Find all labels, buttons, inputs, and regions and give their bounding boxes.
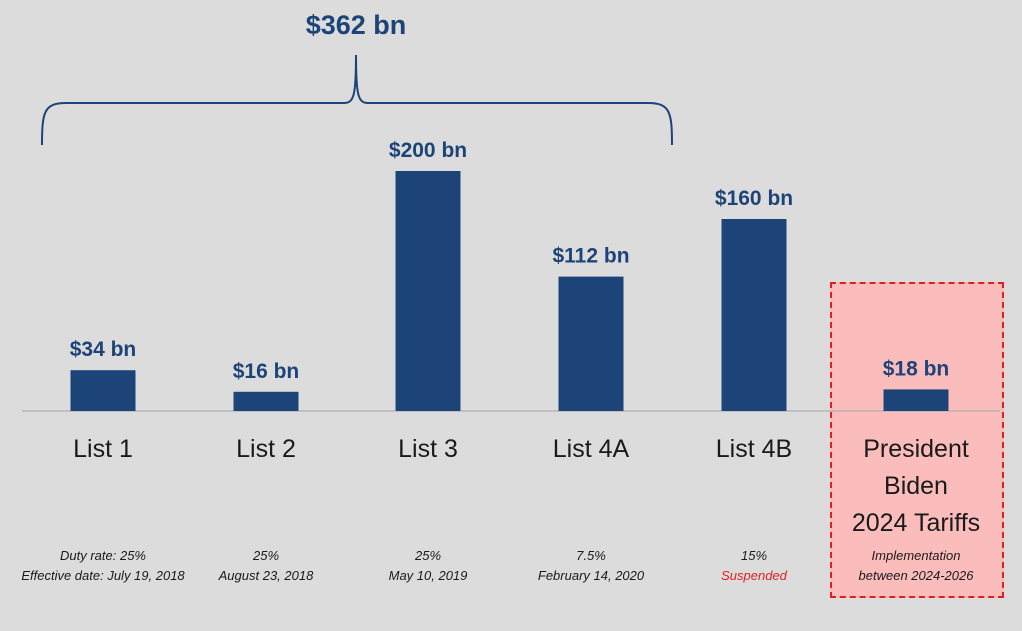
note-5-line-2: Suspended [721, 568, 788, 583]
category-label-6-line-1: President [863, 435, 969, 463]
note-6-line-2: between 2024-2026 [859, 568, 975, 583]
value-label-3: $200 bn [389, 139, 467, 162]
bar-4 [558, 276, 624, 411]
total-label: $362 bn [306, 10, 407, 40]
category-label-3: List 3 [398, 435, 458, 463]
note-6-line-1: Implementation [872, 548, 961, 563]
note-3-line-1: 25% [414, 548, 441, 563]
category-label-5: List 4B [716, 435, 792, 463]
note-4-line-1: 7.5% [576, 548, 606, 563]
value-label-4: $112 bn [552, 245, 629, 268]
value-label-2: $16 bn [233, 360, 300, 383]
note-2-line-1: 25% [252, 548, 279, 563]
bar-5 [721, 219, 787, 411]
note-1-line-1: Duty rate: 25% [60, 548, 146, 563]
bar-1 [70, 370, 136, 411]
value-label-1: $34 bn [70, 338, 137, 361]
value-label-6: $18 bn [883, 357, 950, 380]
biden-tariffs-highlight-box [830, 282, 1004, 598]
note-2-line-2: August 23, 2018 [218, 568, 314, 583]
category-label-6-line-2: Biden [884, 472, 948, 500]
category-label-4: List 4A [553, 435, 630, 463]
note-3-line-2: May 10, 2019 [389, 568, 468, 583]
category-label-2: List 2 [236, 435, 296, 463]
bar-2 [233, 391, 299, 411]
bar-3 [395, 171, 461, 411]
note-5-line-1: 15% [741, 548, 767, 563]
category-label-6-line-3: 2024 Tariffs [852, 509, 980, 537]
value-label-5: $160 bn [715, 187, 793, 210]
bar-6 [883, 389, 949, 411]
note-1-line-2: Effective date: July 19, 2018 [21, 568, 185, 583]
total-bracket [41, 54, 673, 146]
note-4-line-2: February 14, 2020 [538, 568, 645, 583]
category-label-1: List 1 [73, 435, 133, 463]
